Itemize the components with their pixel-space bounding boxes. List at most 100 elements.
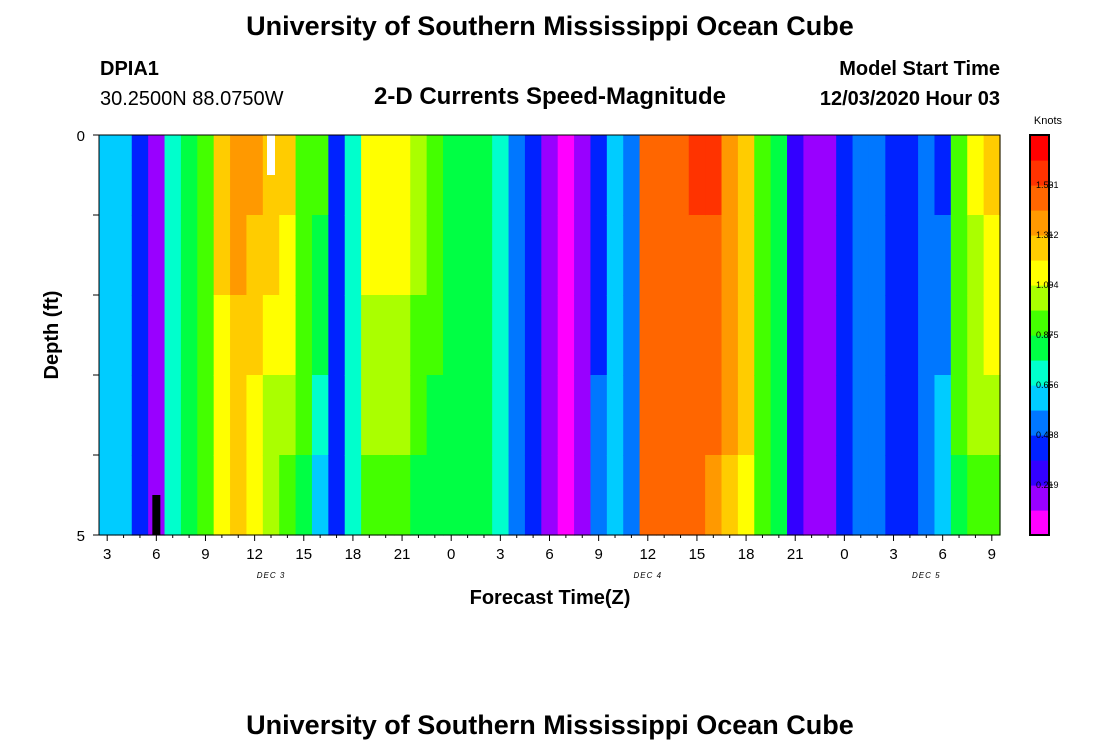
x-tick-label: 9: [594, 546, 602, 563]
heatmap-cell: [443, 135, 460, 216]
heatmap-cell: [787, 375, 805, 456]
heatmap-cell: [705, 295, 723, 376]
heatmap-cell: [901, 375, 919, 456]
x-tick-label: 6: [938, 546, 946, 563]
colorbar-swatch: [1030, 260, 1049, 286]
heatmap-cell: [410, 295, 428, 376]
heatmap-cell: [787, 215, 805, 296]
colorbar-units: Knots: [1034, 115, 1063, 127]
heatmap-cell: [852, 455, 870, 536]
heatmap-cell: [115, 375, 133, 456]
station-id: DPIA1: [100, 58, 159, 80]
heatmap-cell: [164, 215, 182, 296]
heatmap-cell: [197, 455, 215, 536]
heatmap-cell: [557, 375, 575, 456]
heatmap-cell: [524, 375, 542, 456]
heatmap-cell: [443, 375, 460, 456]
heatmap-cell: [377, 215, 395, 296]
heatmap-cell: [688, 295, 706, 376]
heatmap-cell: [852, 135, 870, 216]
heatmap-cell: [639, 215, 657, 296]
heatmap-cell: [721, 135, 739, 216]
colorbar-swatch: [1030, 160, 1049, 186]
heatmap-cell: [279, 215, 297, 296]
heatmap-cell: [868, 375, 886, 456]
heatmap-cell: [180, 135, 198, 216]
heatmap-cell: [934, 375, 952, 456]
heatmap-cell: [918, 295, 936, 376]
y-axis-label: Depth (ft): [41, 291, 63, 380]
colorbar-tick-label: 0.656: [1036, 380, 1059, 390]
model-start-value: 12/03/2020 Hour 03: [820, 88, 1000, 110]
heatmap-cell: [262, 215, 280, 296]
heatmap-cell: [443, 455, 460, 536]
heatmap-cell: [393, 295, 411, 376]
heatmap-cell: [246, 135, 264, 216]
heatmap-cell: [524, 455, 542, 536]
heatmap-cell: [148, 135, 166, 216]
x-tick-label: 6: [152, 546, 160, 563]
heatmap-cell: [639, 375, 657, 456]
heatmap-cell: [492, 215, 510, 296]
heatmap-cell: [213, 215, 231, 296]
colorbar-tick-label: 1.094: [1036, 280, 1059, 290]
heatmap-cell: [377, 135, 395, 216]
heatmap-cell: [361, 375, 379, 456]
heatmap-cell: [868, 455, 886, 536]
heatmap-cell: [623, 215, 641, 296]
heatmap-cell: [967, 215, 985, 296]
heatmap-cell: [754, 215, 772, 296]
heatmap-cell: [459, 135, 477, 216]
heatmap-cell: [819, 295, 837, 376]
heatmap-cell: [524, 135, 542, 216]
colorbar-swatch: [1030, 435, 1049, 461]
heatmap-cell: [950, 375, 968, 456]
heatmap-cell: [967, 375, 985, 456]
heatmap-cell: [393, 135, 411, 216]
heatmap-cell: [230, 215, 248, 296]
heatmap-cell: [557, 135, 575, 216]
heatmap-cell: [836, 375, 854, 456]
heatmap-cell: [524, 295, 542, 376]
heatmap-cell: [639, 295, 657, 376]
heatmap-cell: [901, 295, 919, 376]
x-tick-label: 3: [496, 546, 504, 563]
heatmap-cell: [590, 135, 608, 216]
heatmap-cell: [885, 295, 903, 376]
x-tick-label: 0: [447, 546, 455, 563]
x-tick-label: 3: [889, 546, 897, 563]
heatmap-cell: [639, 135, 657, 216]
heatmap-cell: [770, 375, 788, 456]
heatmap-cell: [770, 455, 788, 536]
heatmap-cell: [459, 215, 477, 296]
heatmap-cell: [787, 295, 805, 376]
heatmap-cell: [606, 375, 624, 456]
heatmap-cell: [131, 375, 149, 456]
colorbar-swatch: [1030, 360, 1049, 386]
heatmap-cell: [705, 135, 723, 216]
heatmap-cell: [803, 295, 821, 376]
heatmap-cell: [311, 215, 329, 296]
heatmap-cell: [688, 135, 706, 216]
heatmap-cell: [213, 375, 231, 456]
heatmap-cell: [688, 375, 706, 456]
heatmap-cell: [836, 135, 854, 216]
heatmap-cell: [508, 135, 526, 216]
x-tick-label: 3: [103, 546, 111, 563]
heatmap-cell: [885, 375, 903, 456]
heatmap-cell: [705, 375, 723, 456]
heatmap-cell: [508, 375, 526, 456]
heatmap-cell: [934, 215, 952, 296]
heatmap-cell: [770, 215, 788, 296]
heatmap-cell: [557, 215, 575, 296]
x-tick-label: 6: [545, 546, 553, 563]
colorbar-swatch: [1030, 410, 1049, 436]
heatmap-cell: [901, 215, 919, 296]
heatmap-cell: [737, 215, 755, 296]
heatmap-cell: [737, 135, 755, 216]
x-axis-label: Forecast Time(Z): [470, 587, 631, 609]
heatmap-cell: [819, 455, 837, 536]
heatmap-cell: [541, 375, 559, 456]
heatmap-cell: [672, 215, 690, 296]
